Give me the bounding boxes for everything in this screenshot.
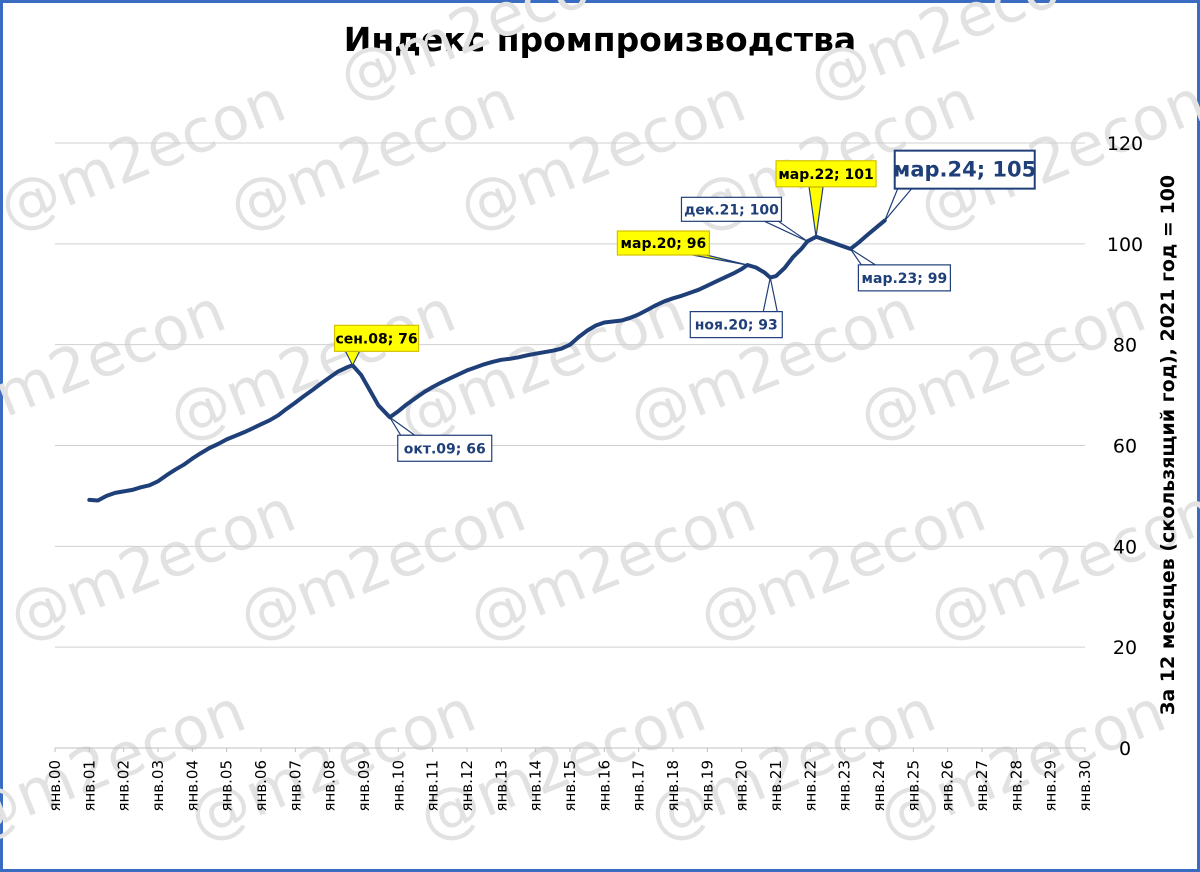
x-tick-label: янв.19: [698, 760, 716, 812]
x-tick-label: янв.07: [286, 760, 304, 812]
annotation-callout: дек.21; 100: [680, 196, 808, 242]
annotation-callout: мар.24; 105: [884, 149, 1036, 222]
annotation-callout: ноя.20; 93: [689, 277, 783, 339]
x-tick-label: янв.21: [767, 760, 785, 812]
annotation-callout: мар.22; 101: [775, 160, 877, 237]
y-tick-label: 120: [1107, 133, 1143, 155]
x-tick-label: янв.17: [630, 760, 648, 812]
x-tick-label: янв.16: [595, 760, 613, 812]
series-line: [87, 218, 887, 503]
x-tick-label: янв.04: [183, 760, 201, 812]
x-tick-label: янв.18: [664, 760, 682, 812]
x-tick-label: янв.10: [389, 760, 407, 812]
callout-label: окт.09; 66: [404, 441, 486, 457]
x-tick-label: янв.11: [424, 760, 442, 812]
x-tick-label: янв.08: [321, 760, 339, 812]
callout-label: дек.21; 100: [684, 202, 779, 218]
x-tick-label: янв.02: [115, 760, 133, 812]
y-tick-label: 60: [1113, 436, 1137, 458]
callout-box: [893, 149, 1036, 190]
x-tick-label: янв.01: [80, 760, 98, 812]
x-tick-label: янв.25: [904, 760, 922, 812]
callout-label: сен.08; 76: [335, 331, 417, 347]
callout-label: ноя.20; 93: [695, 318, 778, 334]
y-tick-label: 20: [1113, 637, 1137, 659]
callout-box: [857, 264, 951, 292]
callout-box: [397, 434, 493, 462]
callout-label: мар.20; 96: [621, 236, 707, 252]
x-tick-label: янв.06: [252, 760, 270, 812]
y-tick-label: 40: [1113, 536, 1137, 558]
callout-pointer: [762, 277, 779, 313]
x-tick-label: янв.05: [218, 760, 236, 812]
y-tick-label: 0: [1119, 738, 1131, 760]
x-tick-label: янв.09: [355, 760, 373, 812]
callout-label: мар.23; 99: [862, 271, 948, 287]
x-tick-label: янв.20: [733, 760, 751, 812]
series-layer: [87, 218, 887, 503]
x-tick-label: янв.30: [1076, 760, 1094, 812]
annotation-callout: мар.23; 99: [849, 248, 951, 292]
x-tick-label: янв.22: [801, 760, 819, 812]
y-tick-label: 80: [1113, 335, 1137, 357]
callout-box: [333, 324, 420, 352]
callout-box: [680, 196, 783, 222]
x-tick-label: янв.15: [561, 760, 579, 812]
x-tick-label: янв.14: [527, 760, 545, 812]
callout-pointer: [764, 220, 808, 242]
y-tick-label: 100: [1107, 234, 1143, 256]
chart-title: Индекс промпроизводства: [343, 20, 857, 59]
callout-pointer: [808, 186, 824, 237]
annotation-callout: мар.20; 96: [616, 230, 748, 266]
x-tick-label: янв.26: [939, 760, 957, 812]
callout-box: [775, 160, 877, 188]
callout-pointer: [692, 254, 748, 266]
callout-box: [616, 230, 710, 256]
x-tick-label: янв.12: [458, 760, 476, 812]
x-tick-label: янв.23: [836, 760, 854, 812]
callout-label: мар.22; 101: [778, 167, 873, 183]
x-tick-label: янв.03: [149, 760, 167, 812]
callout-box: [689, 311, 783, 339]
watermark-layer: @m2econ@m2econ@m2econ@m2econ@m2econ@m2ec…: [0, 0, 1200, 854]
x-tick-label: янв.24: [870, 760, 888, 812]
annotation-callout: окт.09; 66: [389, 416, 493, 462]
callout-pointer: [849, 248, 878, 266]
x-tick-label: янв.28: [1007, 760, 1025, 812]
callout-pointer: [884, 188, 914, 222]
annotation-callout: сен.08; 76: [333, 324, 420, 367]
callout-label: мар.24; 105: [893, 158, 1036, 182]
annotations-layer: сен.08; 76 окт.09; 66 мар.20; 96 ноя.20; 93…: [333, 149, 1036, 462]
x-tick-label: янв.29: [1042, 760, 1060, 812]
x-tick-label: янв.00: [46, 760, 64, 812]
y-axis-ticks: 0 20 40 60 80 100 120: [1107, 133, 1143, 760]
x-tick-label: янв.27: [973, 760, 991, 812]
x-axis-ticks: янв.00 янв.01 янв.02 янв.03 янв.04 янв.05 янв.…: [46, 748, 1094, 812]
x-tick-label: янв.13: [492, 760, 510, 812]
y-axis-label: За 12 месяцев (скользящий год), 2021 год…: [1157, 175, 1179, 715]
